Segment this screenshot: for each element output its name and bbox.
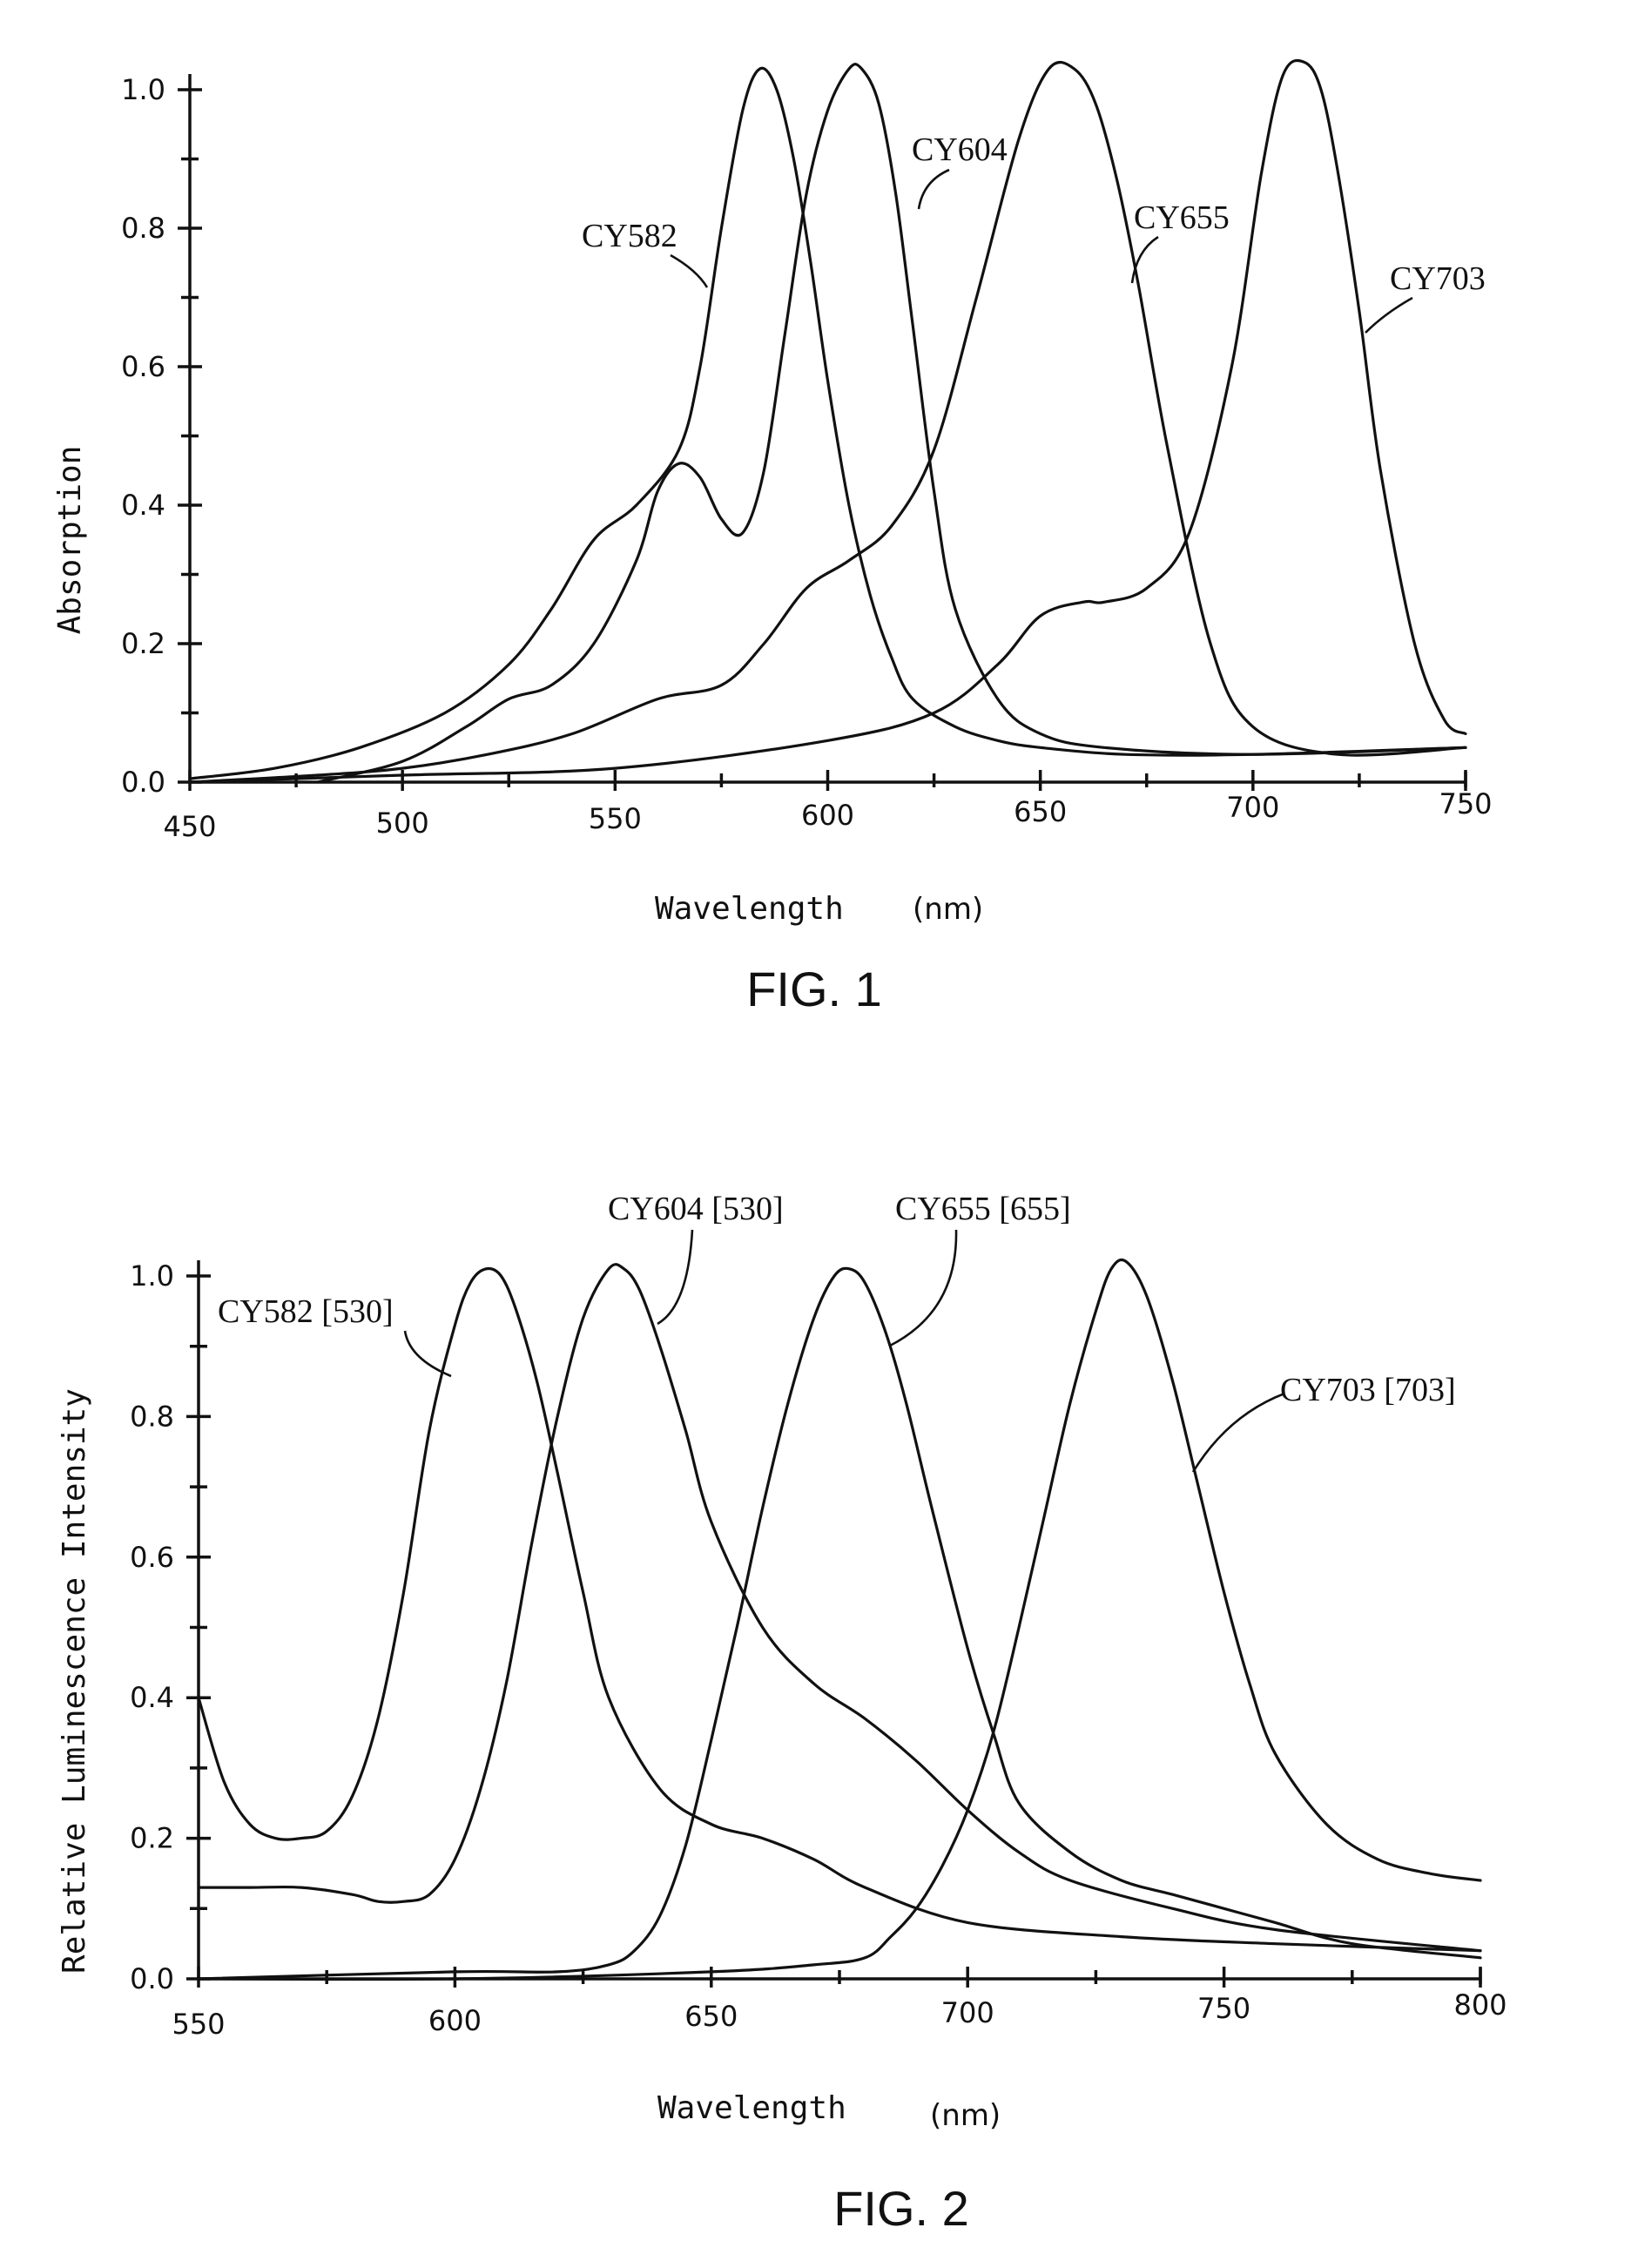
chart1-x-tick-label: 650 (1014, 795, 1067, 828)
chart1-series-cy582 (190, 68, 1466, 779)
chart1-y-tick-label: 0.4 (121, 489, 165, 522)
chart1-x-tick-label: 700 (1226, 791, 1279, 824)
absorption-x-axis-title: Wavelength (655, 891, 844, 927)
chart1-x-tick-label: 500 (376, 807, 429, 840)
figure-canvas: 450 500 550 600 650 700 750 0.0 0.2 0.4 0.6 0.8 1.0… (0, 0, 1638, 2268)
chart2-y-tick-label: 0.2 (130, 1822, 174, 1855)
luminescence-y-axis-title: Relative Luminescence Intensity (57, 1388, 92, 1974)
figure-1-caption: FIG. 1 (746, 962, 882, 1016)
series-label-cy655: CY655 (1134, 199, 1230, 236)
chart2-y-tick-label: 1.0 (130, 1259, 174, 1293)
luminescence-x-axis-title: Wavelength (657, 2090, 846, 2126)
chart1-series-cy604 (318, 64, 1466, 782)
chart1-y-tick-label: 1.0 (121, 73, 165, 106)
chart1-series-cy703 (190, 60, 1466, 782)
leader-line-cy582 (671, 255, 707, 287)
chart2-y-tick-label: 0.4 (130, 1681, 174, 1714)
chart2-series-cy582-530 (199, 1268, 1480, 1950)
leader-line-cy655-655 (890, 1230, 956, 1346)
chart2-x-tick-label: 800 (1453, 1988, 1507, 2022)
luminescence-x-axis-unit: (nm) (930, 2098, 1001, 2133)
leader-line-cy703-703 (1193, 1394, 1284, 1472)
absorption-x-axis-unit: (nm) (913, 892, 983, 927)
chart1-y-tick-label: 0.0 (121, 766, 165, 799)
chart2-series-cy703-703 (199, 1259, 1480, 1979)
chart2-x-tick-label: 650 (684, 2000, 738, 2033)
figure-2-caption: FIG. 2 (833, 2181, 969, 2236)
chart2-series-cy604-530 (199, 1265, 1480, 1951)
chart1-series-cy655 (190, 62, 1466, 782)
chart1-x-tick-label: 450 (163, 810, 216, 843)
absorption-axes (190, 74, 1466, 787)
chart2-y-tick-label: 0.6 (130, 1541, 174, 1574)
luminescence-chart: 550 600 650 700 750 800 0.0 0.2 0.4 0.6 0.8 1.0 Wa… (57, 1191, 1507, 2236)
series-label-cy582-530: CY582 [530] (218, 1293, 394, 1330)
chart2-x-tick-label: 550 (172, 2008, 225, 2041)
series-label-cy655-655: CY655 [655] (895, 1191, 1071, 1227)
chart1-y-tick-label: 0.8 (121, 212, 165, 245)
chart2-y-tick-label: 0.8 (130, 1400, 174, 1433)
chart1-x-tick-label: 750 (1439, 787, 1492, 820)
chart1-x-tick-label: 550 (589, 802, 642, 835)
absorption-series-lines (190, 60, 1466, 782)
chart2-x-tick-label: 600 (428, 2004, 482, 2037)
leader-line-cy604-530 (657, 1230, 692, 1324)
series-label-cy703-703: CY703 [703] (1280, 1372, 1456, 1408)
chart1-y-tick-label: 0.6 (121, 350, 165, 383)
series-label-cy604-530: CY604 [530] (608, 1191, 784, 1227)
leader-line-cy604 (919, 170, 949, 209)
chart2-x-tick-label: 700 (941, 1996, 994, 2029)
series-label-cy582: CY582 (582, 218, 677, 254)
leader-line-cy703 (1365, 298, 1412, 333)
absorption-chart: 450 500 550 600 650 700 750 0.0 0.2 0.4 0.6 0.8 1.0… (52, 60, 1493, 1016)
luminescence-series-lines (199, 1259, 1480, 1979)
chart1-x-tick-label: 600 (801, 799, 854, 832)
chart2-y-tick-label: 0.0 (130, 1962, 174, 1995)
series-label-cy604: CY604 (912, 132, 1008, 168)
absorption-y-axis-title: Absorption (52, 446, 88, 635)
chart1-y-tick-label: 0.2 (121, 627, 165, 660)
chart2-x-tick-label: 750 (1197, 1992, 1250, 2025)
series-label-cy703: CY703 (1390, 260, 1486, 297)
